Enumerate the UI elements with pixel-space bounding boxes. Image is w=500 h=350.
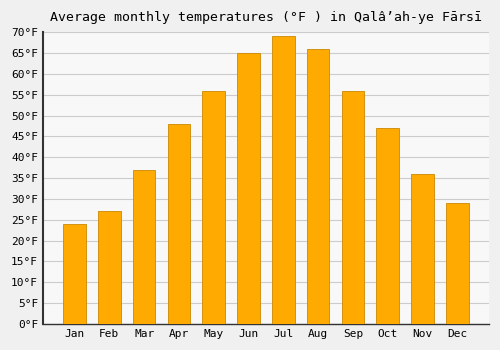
Bar bbox=[272, 36, 294, 324]
Bar bbox=[133, 170, 156, 324]
Bar bbox=[98, 211, 120, 324]
Title: Average monthly temperatures (°F ) in Qalâʼah-ye Fārsī: Average monthly temperatures (°F ) in Qa… bbox=[50, 11, 482, 24]
Bar bbox=[202, 91, 225, 324]
Bar bbox=[411, 174, 434, 324]
Bar bbox=[63, 224, 86, 324]
Bar bbox=[237, 53, 260, 324]
Bar bbox=[446, 203, 468, 324]
Bar bbox=[168, 124, 190, 324]
Bar bbox=[307, 49, 330, 324]
Bar bbox=[342, 91, 364, 324]
Bar bbox=[376, 128, 399, 324]
